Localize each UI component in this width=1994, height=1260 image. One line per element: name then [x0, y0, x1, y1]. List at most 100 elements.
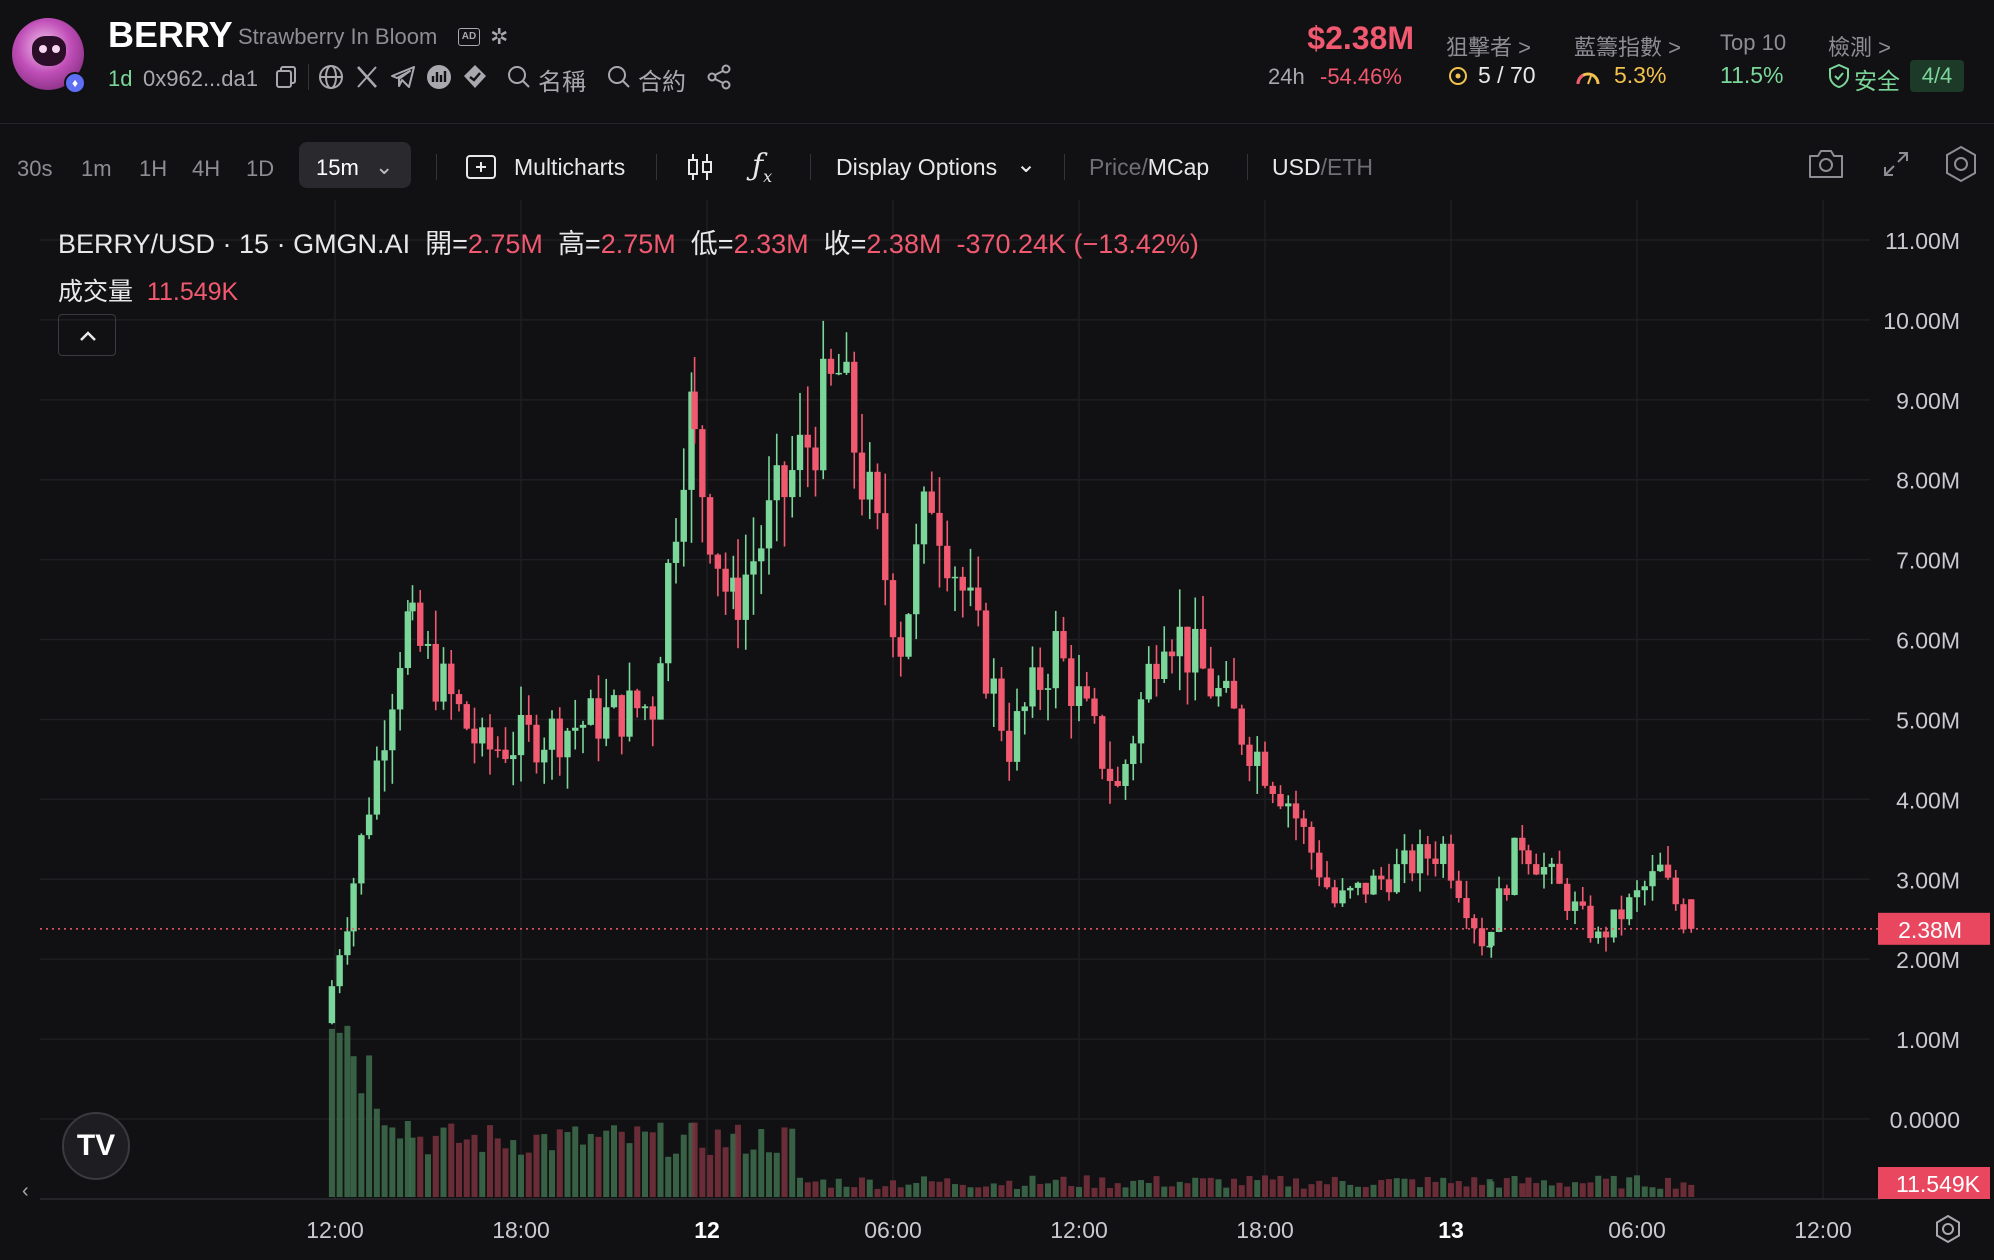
- chevron-down-icon[interactable]: ⌄: [1016, 151, 1037, 178]
- search-icon[interactable]: [604, 62, 634, 92]
- volume-label: 成交量: [58, 278, 134, 306]
- toolbar-divider: [810, 154, 811, 180]
- audit-label[interactable]: 檢測 >: [1828, 35, 1891, 60]
- candle-body: [634, 690, 641, 709]
- volume-bar: [1331, 1176, 1338, 1197]
- telegram-icon[interactable]: [388, 62, 418, 92]
- candle-body: [1463, 898, 1470, 919]
- candle-body: [1602, 931, 1610, 938]
- token-avatar[interactable]: [12, 18, 84, 90]
- candle-body: [1393, 864, 1400, 893]
- volume-bar: [735, 1124, 741, 1197]
- settings-icon[interactable]: [1942, 144, 1980, 184]
- volume-bar: [1293, 1178, 1299, 1197]
- timeframe-4h[interactable]: 4H: [192, 156, 221, 181]
- toolbar-divider: [1247, 154, 1248, 180]
- toggle-slash: /: [1141, 154, 1148, 180]
- website-globe-icon[interactable]: [316, 62, 346, 92]
- bluechip-label[interactable]: 藍籌指數 >: [1574, 35, 1681, 60]
- contract-address[interactable]: 0x962...da1: [143, 66, 258, 91]
- token-full-name: Strawberry In Bloom: [238, 24, 438, 49]
- chart-explorer-icon[interactable]: [424, 62, 454, 92]
- timeframe-1h[interactable]: 1H: [139, 156, 168, 181]
- candle-body: [714, 554, 722, 569]
- volume-bar: [1269, 1179, 1276, 1197]
- multicharts-button[interactable]: Multicharts: [514, 154, 626, 180]
- candle-body: [1540, 866, 1548, 875]
- candle-body: [1099, 716, 1106, 769]
- candle-body: [672, 541, 680, 563]
- candle-body: [804, 434, 811, 448]
- price-option[interactable]: Price: [1089, 154, 1142, 180]
- indicators-fx-icon[interactable]: ƒx: [752, 148, 773, 186]
- avatar-eye-left: [39, 45, 47, 53]
- x-twitter-icon[interactable]: [352, 62, 382, 92]
- candle-body: [1106, 768, 1114, 782]
- timeframe-1d[interactable]: 1D: [246, 156, 275, 181]
- eth-option[interactable]: ETH: [1326, 154, 1373, 180]
- candle-body: [1447, 843, 1455, 881]
- camera-icon[interactable]: [1806, 146, 1846, 182]
- volume-bar: [714, 1129, 721, 1197]
- collapse-legend-button[interactable]: [58, 314, 116, 356]
- shield-scan-icon[interactable]: [460, 62, 490, 92]
- volume-bar: [1083, 1175, 1090, 1197]
- candle-body: [1610, 909, 1617, 938]
- volume-bar: [1114, 1183, 1121, 1197]
- volume-bar: [983, 1186, 989, 1197]
- candles-icon[interactable]: [684, 150, 716, 184]
- candle-body: [1424, 844, 1431, 859]
- volume-bar: [642, 1131, 648, 1197]
- share-icon[interactable]: [704, 62, 734, 92]
- add-chart-icon[interactable]: [464, 152, 498, 182]
- search-icon[interactable]: [504, 62, 534, 92]
- toolbar-divider: [1064, 154, 1065, 180]
- bug-icon[interactable]: ✲: [490, 24, 509, 49]
- timeframe-30s[interactable]: 30s: [17, 156, 53, 181]
- volume-bar: [773, 1152, 780, 1197]
- usd-option[interactable]: USD: [1272, 154, 1321, 180]
- volume-bar: [673, 1153, 679, 1197]
- mcap-option[interactable]: MCap: [1147, 154, 1210, 180]
- candle-body: [1060, 631, 1067, 659]
- candle-body: [1657, 864, 1664, 872]
- candle-body: [1316, 852, 1323, 878]
- price-mcap-toggle[interactable]: Price/MCap: [1089, 154, 1209, 181]
- volume-bar: [680, 1134, 687, 1197]
- candle-body: [897, 637, 904, 657]
- timeframe-selector[interactable]: 15m ⌄: [299, 142, 411, 188]
- candle-body: [975, 587, 982, 611]
- candle-body: [1503, 888, 1510, 895]
- volume-bar: [456, 1142, 462, 1197]
- snipers-label[interactable]: 狙擊者 >: [1446, 35, 1531, 60]
- price-chart[interactable]: 11.00M 10.00M 9.00M 8.00M 7.00M 6.00M 5.00M 4.0…: [0, 200, 1994, 1260]
- open-label: 開=: [425, 229, 468, 259]
- candle-body: [665, 562, 672, 664]
- volume-bar: [835, 1178, 842, 1197]
- timeframe-1m[interactable]: 1m: [81, 156, 112, 181]
- candle-body: [1323, 877, 1331, 888]
- candle-body: [1486, 945, 1493, 948]
- axis-settings-icon[interactable]: [1932, 1213, 1964, 1245]
- tradingview-logo[interactable]: TV: [62, 1112, 130, 1180]
- chevron-left-icon[interactable]: ‹: [22, 1180, 29, 1202]
- candle-body: [595, 698, 602, 739]
- candle-body: [1176, 626, 1183, 657]
- search-by-contract-link[interactable]: 合約: [638, 69, 686, 96]
- candle-body: [1440, 843, 1447, 865]
- candle-body: [1519, 837, 1526, 851]
- display-options-button[interactable]: Display Options: [836, 154, 998, 180]
- currency-toggle[interactable]: USD/ETH: [1272, 154, 1373, 181]
- volume-bar: [1424, 1177, 1431, 1197]
- high-value: 2.75M: [600, 229, 676, 259]
- candle-body: [706, 497, 714, 555]
- copy-icon[interactable]: [272, 62, 302, 92]
- candle-body: [758, 548, 765, 562]
- volume-bar: [1649, 1187, 1656, 1197]
- y-axis-tick-label: 6.00M: [1896, 628, 1960, 654]
- search-by-name-link[interactable]: 名稱: [538, 69, 586, 96]
- candle-body: [680, 489, 687, 542]
- candle-body: [882, 513, 889, 581]
- fullscreen-icon[interactable]: [1880, 148, 1912, 180]
- volume-bar: [626, 1143, 633, 1197]
